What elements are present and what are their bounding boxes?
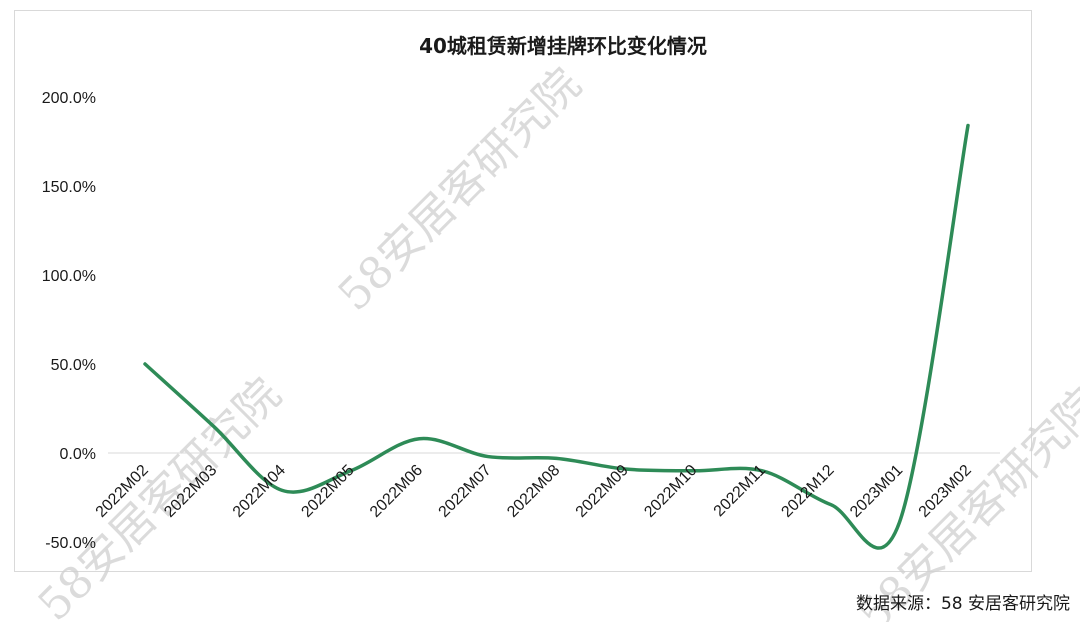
- series-layer: [143, 123, 970, 550]
- y-tick-label: 150.0%: [42, 179, 96, 196]
- y-tick-label: 50.0%: [51, 357, 96, 374]
- y-tick-label: 100.0%: [42, 268, 96, 285]
- x-tick-label: 2023M01: [847, 462, 906, 521]
- watermark-text: 58安居客研究院: [849, 379, 1080, 622]
- y-tick-label: -50.0%: [45, 535, 96, 552]
- y-tick-label: 0.0%: [60, 446, 96, 463]
- y-axis: 200.0% 150.0% 100.0% 50.0% 0.0% -50.0%: [42, 90, 96, 552]
- chart-title: 40城租赁新增挂牌环比变化情况: [419, 34, 707, 58]
- y-tick-label: 200.0%: [42, 90, 96, 107]
- x-tick-label: 2022M12: [778, 462, 837, 521]
- x-tick-label: 2022M09: [573, 462, 632, 521]
- watermark-text: 58安居客研究院: [329, 59, 591, 321]
- source-note: 数据来源：58 安居客研究院: [855, 594, 1070, 614]
- x-tick-label: 2022M06: [367, 462, 426, 521]
- chart-frame: [14, 10, 1032, 572]
- x-tick-label: 2022M08: [504, 462, 563, 521]
- x-tick-label: 2022M07: [436, 462, 495, 521]
